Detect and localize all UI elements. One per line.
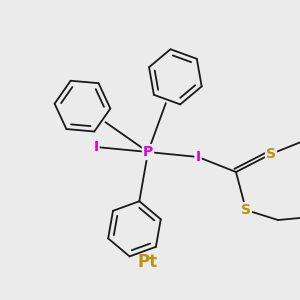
Text: Pt: Pt: [138, 253, 158, 271]
Text: S: S: [241, 203, 251, 217]
Text: I: I: [93, 140, 99, 154]
Text: P: P: [143, 145, 153, 159]
Text: I: I: [195, 150, 201, 164]
Text: S: S: [266, 147, 276, 161]
